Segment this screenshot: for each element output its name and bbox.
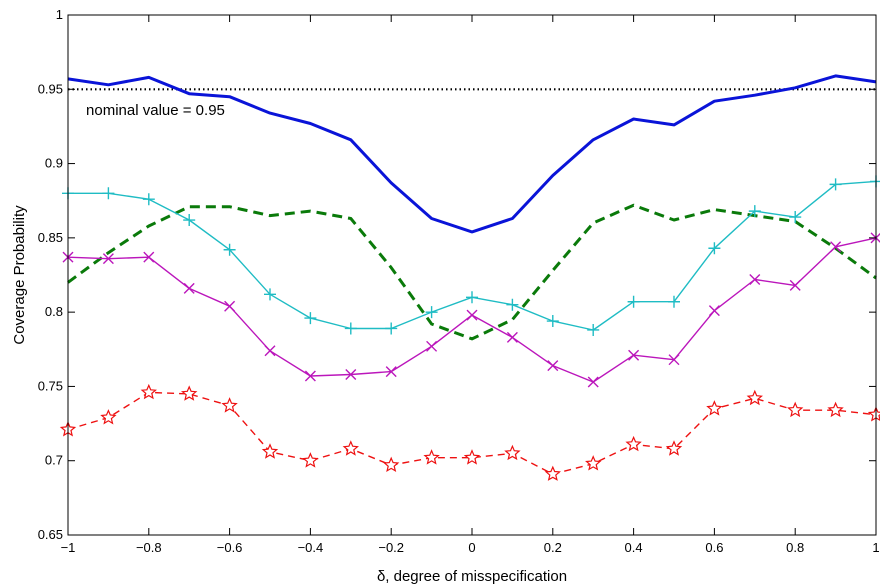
star-marker [665,440,683,456]
x-tick-label: −0.2 [378,540,404,555]
x-tick-label: 0 [468,540,475,555]
x-marker [426,340,438,352]
plus-marker [506,298,519,311]
y-tick-label: 0.8 [45,304,63,319]
star-marker [383,456,400,473]
star-marker [787,401,804,418]
star-marker [504,444,521,461]
x-marker [385,366,397,378]
x-marker [830,241,842,253]
star-marker [221,397,238,413]
x-marker [143,251,155,263]
nominal-value-annotation: nominal value = 0.95 [86,102,225,119]
plus-marker [708,242,721,255]
x-marker [628,349,640,361]
x-marker [789,279,801,291]
x-marker [506,331,518,343]
y-tick-label: 0.85 [38,230,63,245]
star-marker [180,385,198,401]
plus-marker [142,193,155,206]
plus-marker [183,214,196,227]
series-line-2 [67,74,877,234]
x-tick-label: 0.2 [544,540,562,555]
star-marker [100,409,117,425]
star-marker [463,449,481,465]
y-tick-label: 0.95 [38,81,63,96]
x-marker [708,305,720,317]
star-marker [302,452,319,468]
x-marker [749,273,761,285]
y-axis-title: Coverage Probability [11,205,28,345]
plus-marker [264,288,276,301]
star-marker [423,449,440,465]
star-marker [544,465,561,481]
plus-marker [587,323,600,336]
plus-marker [223,243,236,256]
x-marker [668,354,680,366]
plus-marker [385,322,398,335]
y-tick-label: 0.65 [38,527,63,542]
x-tick-label: −0.8 [136,540,162,555]
x-axis-title: δ, degree of misspecification [377,568,567,585]
star-marker [261,443,279,459]
x-marker [587,376,599,388]
plus-marker [748,205,761,218]
plus-marker [344,322,357,335]
plus-marker [546,315,559,328]
series-layer [59,74,880,481]
star-marker [827,401,844,418]
y-tick-label: 0.75 [38,378,63,393]
series-line-3 [67,203,877,341]
plus-marker [102,187,115,200]
plus-marker [466,291,478,304]
plus-marker [627,295,640,308]
plus-marker [789,211,802,224]
x-marker [547,360,559,372]
plus-marker [829,178,842,191]
x-marker [264,345,276,357]
x-tick-label: −1 [61,540,76,555]
star-marker [706,400,723,416]
star-marker [625,435,642,452]
x-tick-label: 1 [872,540,879,555]
x-tick-label: 0.6 [705,540,723,555]
plot-background [68,15,876,535]
x-marker [466,309,478,321]
plus-marker [425,306,438,319]
y-tick-label: 1 [56,7,63,22]
x-marker [345,369,357,381]
x-marker [304,370,316,382]
y-tick-label: 0.9 [45,156,63,171]
x-tick-label: 0.4 [625,540,643,555]
x-marker [102,253,114,265]
star-marker [746,389,763,406]
x-tick-label: 0.8 [786,540,804,555]
x-tick-label: −0.6 [217,540,243,555]
star-marker [585,455,602,471]
ticks-layer: −1 −0.8 −0.6 −0.4 −0.2 0 0.2 0.4 0.6 0.8 1 0.65 0.7 0… [38,7,880,555]
x-marker [224,300,236,312]
star-marker [140,383,157,400]
x-tick-label: −0.4 [298,540,324,555]
x-marker [183,282,195,294]
y-tick-label: 0.7 [45,453,63,468]
star-marker [342,440,359,456]
plus-marker [304,312,317,325]
plus-marker [668,295,680,308]
series-line-6 [67,391,877,475]
